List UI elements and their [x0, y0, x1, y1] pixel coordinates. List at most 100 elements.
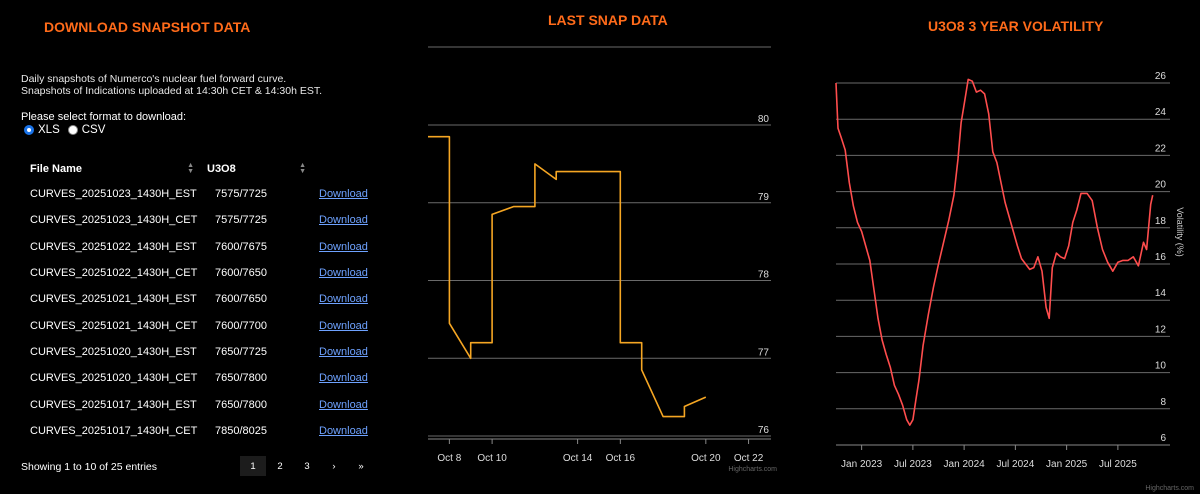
x-tick-label: Oct 16 — [606, 453, 636, 464]
y-tick-label: 79 — [758, 192, 770, 203]
download-link[interactable]: Download — [319, 267, 368, 280]
table-row: CURVES_20251023_1430H_EST 7575/7725 Downlo… — [21, 181, 379, 207]
download-link[interactable]: Download — [319, 398, 368, 411]
series-line[interactable] — [835, 78, 1154, 426]
format-option-csv[interactable]: CSV — [67, 124, 106, 136]
y-tick-label: 24 — [1155, 107, 1167, 118]
download-link[interactable]: Download — [319, 372, 368, 385]
last-page-button[interactable]: » — [358, 460, 364, 472]
table-header-row: File Name ▲ ▼ U3O8 ▲ ▼ — [21, 157, 379, 181]
volatility-chart-title: U3O8 3 YEAR VOLATILITY — [928, 18, 1104, 34]
volatility-panel: U3O8 3 YEAR VOLATILITY 6 8 10 12 14 16 18 20 22 2… — [800, 0, 1200, 494]
u3o8-cell: 7600/7650 — [215, 293, 267, 306]
column-header-file-name[interactable]: File Name ▲ ▼ — [21, 157, 198, 181]
format-radio-group: XLS CSV — [24, 124, 113, 136]
u3o8-cell: 7600/7650 — [215, 267, 267, 280]
chart-credit[interactable]: Highcharts.com — [728, 466, 777, 473]
table-row: CURVES_20251020_1430H_EST 7650/7725 Downlo… — [21, 339, 379, 365]
x-tick-label: Jan 2024 — [944, 459, 986, 470]
table-row: CURVES_20251022_1430H_EST 7600/7675 Downlo… — [21, 234, 379, 260]
format-prompt: Please select format to download: — [21, 111, 187, 123]
x-tick-label: Jan 2025 — [1046, 459, 1088, 470]
download-link[interactable]: Download — [319, 293, 368, 306]
u3o8-cell: 7575/7725 — [215, 188, 267, 201]
y-tick-label: 10 — [1155, 361, 1167, 372]
x-tick-label: Oct 10 — [477, 453, 507, 464]
x-tick-label: Jul 2024 — [996, 459, 1034, 470]
file-name-cell: CURVES_20251023_1430H_CET — [30, 214, 198, 227]
y-tick-label: 76 — [758, 425, 770, 436]
pagination: 1 2 3 › » — [240, 456, 375, 476]
file-name-cell: CURVES_20251017_1430H_CET — [30, 424, 198, 437]
x-tick-label: Oct 22 — [734, 453, 764, 464]
page-button-3[interactable]: 3 — [304, 460, 310, 472]
table-row: CURVES_20251021_1430H_CET 7600/7700 Downlo… — [21, 312, 379, 338]
next-page-button[interactable]: › — [332, 460, 336, 472]
last-snap-chart-title: LAST SNAP DATA — [548, 12, 668, 28]
download-panel: DOWNLOAD SNAPSHOT DATA Daily snapshots o… — [0, 0, 400, 494]
file-name-cell: CURVES_20251022_1430H_EST — [30, 240, 197, 253]
u3o8-header-label: U3O8 — [207, 163, 236, 175]
y-tick-label: 16 — [1155, 252, 1167, 263]
last-snap-panel: LAST SNAP DATA 76 77 78 79 80 Oct 8 Oct 10 Oct … — [400, 0, 800, 494]
download-link[interactable]: Download — [319, 424, 368, 437]
y-tick-label: 12 — [1155, 324, 1167, 335]
x-tick-label: Jul 2023 — [894, 459, 932, 470]
download-link[interactable]: Download — [319, 240, 368, 253]
csv-label: CSV — [81, 124, 106, 136]
u3o8-cell: 7600/7700 — [215, 319, 267, 332]
download-panel-title: DOWNLOAD SNAPSHOT DATA — [44, 19, 251, 35]
file-name-cell: CURVES_20251022_1430H_CET — [30, 267, 198, 280]
y-tick-label: 20 — [1155, 180, 1167, 191]
format-option-xls[interactable]: XLS — [24, 124, 60, 136]
u3o8-cell: 7650/7800 — [215, 398, 267, 411]
y-tick-label: 6 — [1160, 433, 1166, 444]
table-row: CURVES_20251021_1430H_EST 7600/7650 Downlo… — [21, 286, 379, 312]
y-tick-label: 26 — [1155, 71, 1167, 82]
last-snap-chart: 76 77 78 79 80 Oct 8 Oct 10 Oct 14 Oct 16 Oct 20 O… — [428, 46, 777, 473]
u3o8-cell: 7650/7800 — [215, 372, 267, 385]
page-button-1[interactable]: 1 — [240, 456, 266, 476]
x-tick-label: Oct 20 — [691, 453, 721, 464]
file-name-cell: CURVES_20251020_1430H_CET — [30, 372, 198, 385]
column-header-u3o8[interactable]: U3O8 ▲ ▼ — [198, 157, 310, 181]
table-row: CURVES_20251022_1430H_CET 7600/7650 Downlo… — [21, 260, 379, 286]
x-tick-label: Jul 2025 — [1099, 459, 1137, 470]
page-button-2[interactable]: 2 — [277, 460, 283, 472]
chart-credit[interactable]: Highcharts.com — [1145, 485, 1194, 492]
y-axis-title: Volatility (%) — [1175, 207, 1185, 257]
series-line[interactable] — [428, 135, 707, 418]
table-row: CURVES_20251017_1430H_EST 7650/7800 Downlo… — [21, 391, 379, 417]
x-tick-label: Oct 14 — [563, 453, 593, 464]
entries-info: Showing 1 to 10 of 25 entries — [21, 461, 158, 473]
u3o8-cell: 7650/7725 — [215, 345, 267, 358]
y-tick-label: 78 — [758, 270, 770, 281]
y-tick-label: 8 — [1160, 397, 1166, 408]
csv-radio[interactable] — [67, 125, 78, 135]
y-tick-label: 77 — [758, 347, 770, 358]
download-link[interactable]: Download — [319, 188, 368, 201]
xls-label: XLS — [38, 124, 60, 136]
u3o8-cell: 7600/7675 — [215, 240, 267, 253]
u3o8-cell: 7850/8025 — [215, 424, 267, 437]
y-tick-label: 22 — [1155, 143, 1167, 154]
download-link[interactable]: Download — [319, 345, 368, 358]
file-name-cell: CURVES_20251021_1430H_CET — [30, 319, 198, 332]
table-row: CURVES_20251017_1430H_CET 7850/8025 Downlo… — [21, 418, 379, 444]
x-tick-label: Oct 8 — [437, 453, 461, 464]
download-link[interactable]: Download — [319, 319, 368, 332]
file-name-cell: CURVES_20251020_1430H_EST — [30, 345, 197, 358]
file-name-cell: CURVES_20251017_1430H_EST — [30, 398, 197, 411]
xls-radio[interactable] — [24, 125, 34, 135]
y-tick-label: 80 — [758, 114, 770, 125]
y-tick-label: 18 — [1155, 216, 1167, 227]
table-row: CURVES_20251020_1430H_CET 7650/7800 Downlo… — [21, 365, 379, 391]
snapshot-table: File Name ▲ ▼ U3O8 ▲ ▼ CURVES_20251023_143… — [21, 157, 379, 444]
file-name-cell: CURVES_20251023_1430H_EST — [30, 188, 197, 201]
sort-icon[interactable]: ▲ ▼ — [299, 162, 306, 175]
column-header-download — [310, 157, 379, 181]
download-link[interactable]: Download — [319, 214, 368, 227]
sort-icon[interactable]: ▲ ▼ — [187, 162, 194, 175]
table-row: CURVES_20251023_1430H_CET 7575/7725 Downlo… — [21, 207, 379, 233]
panel-description: Daily snapshots of Numerco's nuclear fue… — [21, 73, 322, 97]
